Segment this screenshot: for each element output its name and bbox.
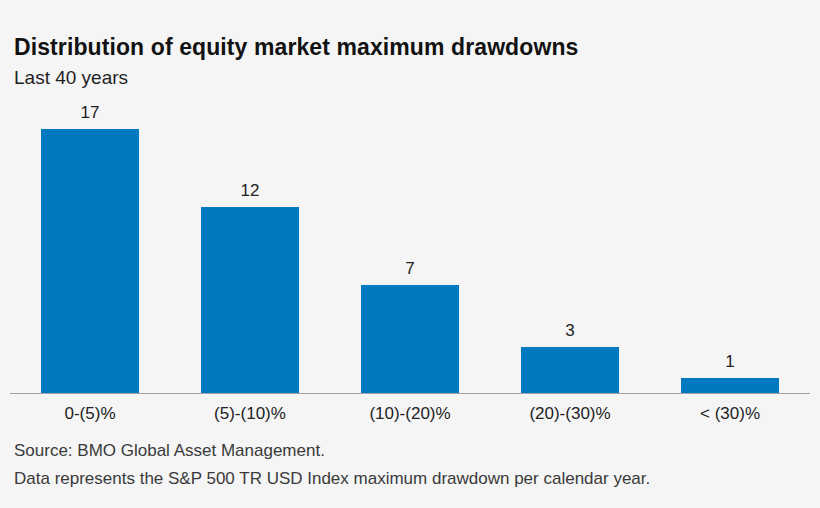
bar-chart: 17 12 7 3 1 0-(5)% (5)-(10)% [10, 105, 810, 424]
chart-header: Distribution of equity market maximum dr… [0, 0, 820, 89]
bar-group: 17 [10, 103, 170, 394]
x-axis-label: < (30)% [650, 403, 810, 424]
source-text: Source: BMO Global Asset Management. [14, 437, 806, 465]
bar-value-label: 17 [81, 103, 100, 123]
bar-value-label: 3 [565, 321, 574, 341]
bar-group: 7 [330, 259, 490, 394]
x-axis-label: 0-(5)% [10, 403, 170, 424]
bar [41, 129, 139, 394]
x-axis-line [10, 393, 810, 394]
chart-footer: Source: BMO Global Asset Management. Dat… [0, 424, 820, 493]
plot-area: 17 12 7 3 1 [10, 105, 810, 394]
bar-value-label: 7 [405, 259, 414, 279]
bar-group: 12 [170, 181, 330, 394]
x-axis-labels: 0-(5)% (5)-(10)% (10)-(20)% (20)-(30)% <… [10, 403, 810, 424]
x-axis-label: (10)-(20)% [330, 403, 490, 424]
bar-group: 3 [490, 321, 650, 394]
chart-subtitle: Last 40 years [14, 66, 806, 89]
chart-page: Distribution of equity market maximum dr… [0, 0, 820, 508]
x-axis-label: (5)-(10)% [170, 403, 330, 424]
bar [361, 285, 459, 394]
bar [681, 378, 779, 394]
bar [521, 347, 619, 394]
bar [201, 207, 299, 394]
bar-value-label: 1 [725, 352, 734, 372]
bar-group: 1 [650, 352, 810, 394]
page-title: Distribution of equity market maximum dr… [14, 34, 806, 61]
disclaimer-text: Data represents the S&P 500 TR USD Index… [14, 465, 806, 493]
bar-value-label: 12 [241, 181, 260, 201]
x-axis-label: (20)-(30)% [490, 403, 650, 424]
